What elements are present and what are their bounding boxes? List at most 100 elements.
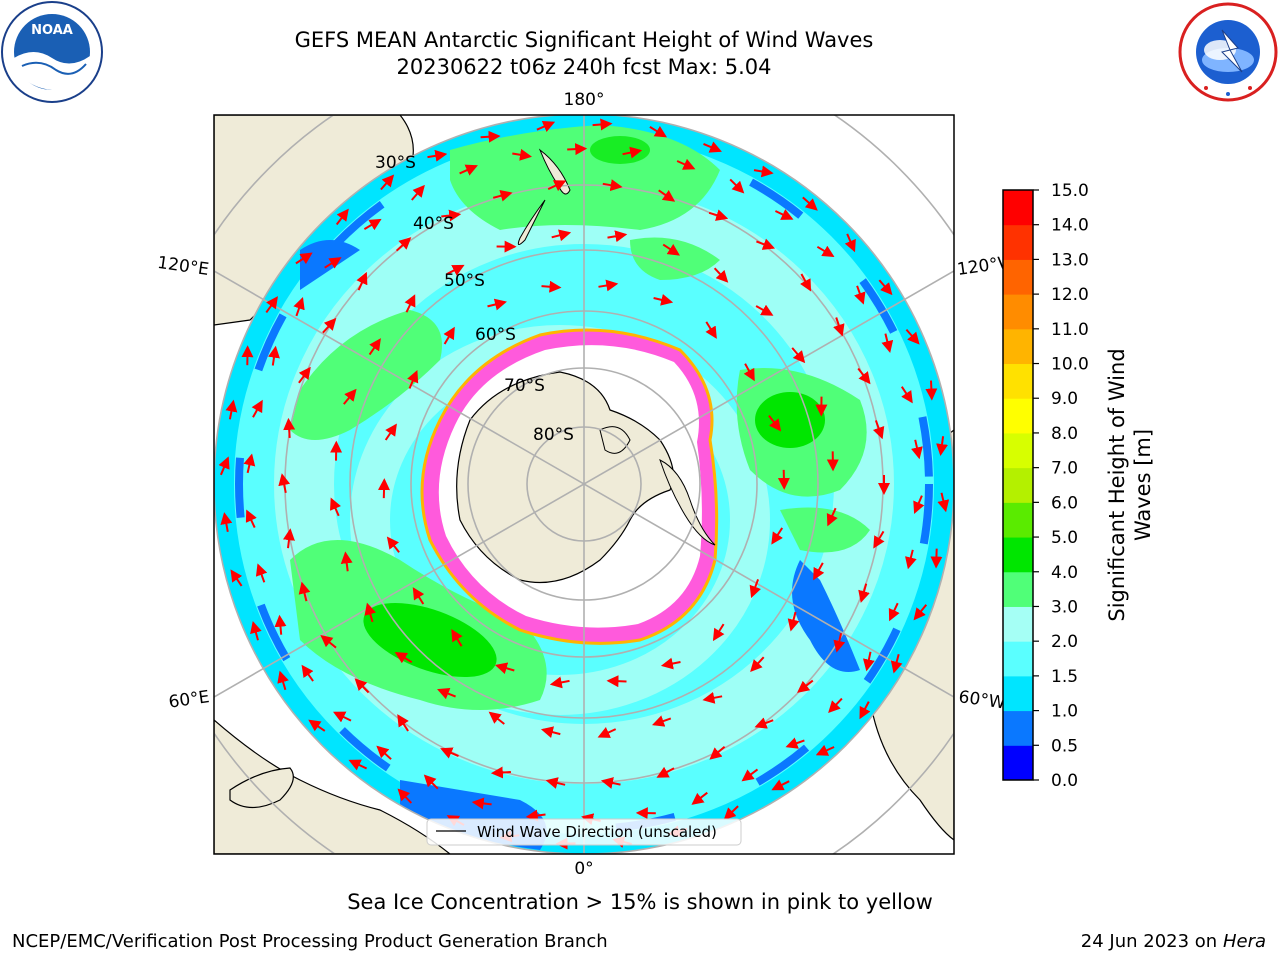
wind-wave-arrow bbox=[459, 164, 478, 176]
wind-wave-arrow bbox=[423, 774, 439, 790]
wind-wave-arrow bbox=[545, 777, 566, 789]
wind-wave-arrow bbox=[333, 711, 352, 723]
lon-label-lower-left: 60°E bbox=[167, 687, 210, 712]
wind-wave-arrow bbox=[343, 388, 357, 405]
wind-wave-arrow bbox=[872, 420, 885, 440]
wind-wave-arrow bbox=[308, 719, 326, 732]
wind-wave-arrow bbox=[411, 184, 425, 201]
wind-wave-arrow bbox=[755, 304, 774, 316]
sea-ice-note: Sea Ice Concentration > 15% is shown in … bbox=[347, 890, 933, 914]
nws-logo bbox=[1178, 2, 1278, 102]
wind-wave-arrow bbox=[378, 478, 391, 499]
lat-label-70s: 70°S bbox=[504, 376, 545, 396]
wind-wave-arrow bbox=[676, 158, 696, 170]
colorbar-label-line1: Significant Height of Wind bbox=[1105, 348, 1129, 621]
wind-wave-arrow bbox=[913, 604, 928, 621]
wind-wave-arrow bbox=[771, 527, 784, 545]
wind-wave-arrow bbox=[397, 714, 409, 732]
lat-label-60s: 60°S bbox=[475, 325, 516, 345]
wind-wave-arrow bbox=[815, 744, 835, 756]
colorbar-bin bbox=[1003, 432, 1033, 469]
wind-wave-arrow bbox=[437, 688, 456, 700]
wind-wave-arrow bbox=[703, 141, 722, 153]
wind-wave-arrow bbox=[702, 691, 723, 704]
wave-patch-pacific-north bbox=[450, 125, 720, 230]
wind-wave-arrow bbox=[859, 701, 871, 720]
map-content bbox=[214, 115, 954, 854]
wind-wave-arrow bbox=[709, 745, 726, 760]
wind-wave-arrow bbox=[708, 209, 729, 221]
wind-wave-arrow bbox=[774, 209, 794, 220]
colorbar-tick-label: 0.5 bbox=[1051, 736, 1078, 756]
wind-wave-arrow bbox=[404, 294, 416, 313]
lon-label-upper-left: 120°E bbox=[156, 253, 210, 280]
wind-wave-arrow bbox=[771, 779, 790, 791]
colorbar-tick-label: 8.0 bbox=[1051, 424, 1078, 444]
wind-wave-arrow bbox=[749, 579, 761, 599]
colorbar-bin bbox=[1003, 328, 1033, 365]
wind-wave-arrow bbox=[356, 271, 368, 291]
wind-wave-arrow bbox=[857, 367, 871, 385]
wind-wave-arrow bbox=[768, 414, 782, 432]
colorbar-tick-label: 2.0 bbox=[1051, 632, 1078, 652]
wind-wave-arrow bbox=[777, 469, 790, 490]
wind-wave-arrow bbox=[255, 563, 268, 583]
wind-wave-arrow bbox=[541, 280, 562, 293]
wind-wave-arrows bbox=[218, 118, 950, 850]
wind-wave-arrow bbox=[741, 768, 759, 782]
wind-wave-arrow bbox=[446, 264, 465, 276]
wind-wave-arrow bbox=[265, 296, 278, 313]
wind-wave-arrow bbox=[826, 507, 838, 527]
wind-wave-arrow bbox=[274, 614, 287, 635]
map-title: GEFS MEAN Antarctic Significant Height o… bbox=[294, 28, 874, 52]
wind-wave-arrow bbox=[490, 766, 511, 779]
wind-wave-arrow bbox=[756, 238, 776, 250]
wind-wave-arrow bbox=[348, 759, 368, 771]
wave-height-field bbox=[214, 115, 954, 854]
wind-wave-arrow bbox=[905, 328, 920, 345]
colorbar-tick-label: 11.0 bbox=[1051, 320, 1089, 340]
wind-wave-arrow bbox=[298, 366, 311, 384]
footer-date-text: 24 Jun 2023 on bbox=[1080, 931, 1218, 952]
wind-wave-arrow bbox=[525, 809, 546, 822]
colorbar-bin bbox=[1003, 641, 1033, 677]
wind-wave-arrow bbox=[397, 788, 413, 804]
wind-wave-arrow bbox=[705, 321, 717, 339]
lon-label-lower-right: 60°W bbox=[957, 687, 1006, 713]
wind-wave-arrow bbox=[293, 297, 305, 317]
wind-wave-arrow bbox=[335, 208, 349, 226]
colorbar-tick-label: 6.0 bbox=[1051, 493, 1078, 513]
wind-wave-arrow bbox=[494, 662, 515, 675]
colorbar-bin bbox=[1003, 606, 1033, 642]
wind-wave-arrow bbox=[471, 797, 492, 810]
wind-wave-arrow bbox=[925, 380, 938, 401]
wind-wave-arrow bbox=[791, 347, 806, 364]
wind-wave-arrow bbox=[230, 569, 243, 587]
noaa-logo: NOAA bbox=[1, 1, 103, 103]
wind-wave-arrow bbox=[364, 602, 377, 623]
wind-wave-arrow bbox=[900, 386, 913, 404]
wind-wave-arrow bbox=[278, 473, 291, 494]
footer-machine: Hera bbox=[1222, 931, 1266, 952]
wind-wave-arrow bbox=[376, 745, 392, 760]
wind-wave-arrow bbox=[592, 118, 613, 131]
lon-label-bottom: 0° bbox=[574, 859, 593, 879]
wind-wave-arrow bbox=[220, 512, 233, 532]
wind-wave-arrow bbox=[298, 581, 311, 602]
wind-wave-arrow bbox=[888, 602, 900, 622]
wind-wave-arrow bbox=[729, 178, 745, 194]
colorbar-bin bbox=[1003, 710, 1033, 746]
footer-branch: NCEP/EMC/Verification Post Processing Pr… bbox=[12, 931, 608, 952]
colorbar-tick-label: 3.0 bbox=[1051, 597, 1078, 617]
wind-wave-arrow bbox=[407, 370, 419, 389]
wind-wave-arrow bbox=[320, 635, 337, 649]
wind-wave-arrow bbox=[833, 632, 846, 653]
colorbar-tick-label: 4.0 bbox=[1051, 563, 1078, 583]
wind-wave-arrow bbox=[854, 285, 866, 305]
wind-wave-arrow bbox=[785, 737, 805, 749]
wind-wave-arrow bbox=[245, 509, 257, 529]
colorbar-bin bbox=[1003, 294, 1033, 330]
wind-wave-arrow bbox=[723, 805, 739, 820]
colorbar-tick-label: 15.0 bbox=[1051, 181, 1089, 201]
lat-label-30s: 30°S bbox=[375, 153, 416, 173]
